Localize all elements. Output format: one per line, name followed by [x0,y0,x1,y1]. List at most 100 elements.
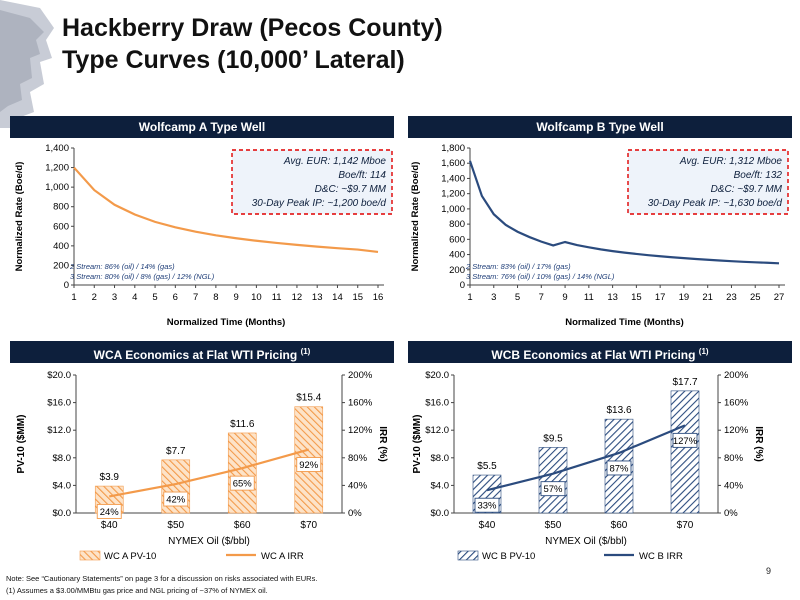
irr-label-box [229,475,255,491]
y2-tick-label: 0% [724,508,738,519]
wcb-type-well-header: Wolfcamp B Type Well [408,116,792,138]
footnote-ref-a: (1) [300,347,311,356]
summary-box-text: 30-Day Peak IP: ~1,200 boe/d [252,198,387,209]
y-tick-label: 200 [53,260,69,271]
wca-type-well-title: Wolfcamp A Type Well [138,120,266,134]
summary-box-text: Avg. EUR: 1,312 Mboe [679,156,783,167]
irr-label: 33% [477,501,497,512]
stream-split-text: 2 Stream: 83% (oil) / 17% (gas) [465,262,571,271]
x-tick-label: 5 [515,292,520,303]
irr-label-box [163,491,189,507]
y2-tick-label: 160% [348,398,373,409]
note-line-2: (1) Assumes a $3.00/MMBtu gas price and … [6,586,268,595]
x-tick-label: 15 [352,292,363,303]
x-tick-label: 1 [467,292,472,303]
irr-label: 65% [233,479,253,490]
summary-box-text: D&C: ~$9.7 MM [711,184,783,195]
y2-tick-label: 200% [724,370,749,381]
y-tick-label: $20.0 [47,370,71,381]
y2-axis-title: IRR (%) [753,426,764,462]
y2-tick-label: 160% [724,398,749,409]
wcb-economics-chart: $0.0 $4.0 $8.0 $12.0 $16.0 $20.0 0% 40% 80% 120% 1… [412,370,764,562]
legend-line-label: WC B IRR [639,551,683,562]
pv10-bar [227,432,257,514]
summary-box-text: 30-Day Peak IP: ~1,630 boe/d [648,198,783,209]
pv10-bar [670,390,700,514]
x-tick-label: 9 [562,292,567,303]
y-tick-label: $0.0 [431,508,450,519]
y-tick-label: 400 [53,241,69,252]
legend-bar-swatch [457,550,479,561]
y2-tick-label: 200% [348,370,373,381]
x-tick-label: 6 [173,292,178,303]
x-tick-label: 3 [491,292,496,303]
x-tick-label: 17 [655,292,666,303]
x-tick-label: $70 [300,520,317,531]
stream-split-text: 3 Stream: 76% (oil) / 10% (gas) / 14% (N… [466,272,615,281]
irr-line [486,424,686,492]
note-line-1: Note: See “Cautionary Statements” on pag… [6,574,318,583]
pv10-bar [538,447,568,514]
x-tick-label: 27 [774,292,785,303]
x-tick-label: 3 [112,292,117,303]
x-tick-label: 11 [584,292,594,303]
x-tick-label: 5 [152,292,157,303]
x-axis-title: Normalized Time (Months) [565,317,684,328]
pv10-bar-label: $3.9 [100,472,120,483]
y-tick-label: 1,400 [441,173,465,184]
irr-label: 24% [100,507,120,518]
y-tick-label: $4.0 [431,480,450,491]
y2-tick-label: 120% [724,425,749,436]
x-tick-label: 19 [679,292,690,303]
wca-econ-title: WCA Economics at Flat WTI Pricing [93,348,298,362]
x-tick-label: $40 [479,520,496,531]
page-title: Hackberry Draw (Pecos County) Type Curve… [62,12,443,76]
wca-type-well-header: Wolfcamp A Type Well [10,116,394,138]
stream-split-text: 3 Stream: 80% (oil) / 8% (gas) / 12% (NG… [70,272,215,281]
y-tick-label: 1,000 [45,182,69,193]
y-tick-label: $12.0 [425,425,449,436]
y2-tick-label: 80% [724,453,744,464]
y2-tick-label: 0% [348,508,362,519]
y-axis-title: Normalized Rate (Boe/d) [410,162,421,272]
y-tick-label: 1,200 [441,189,465,200]
y-tick-label: 0 [64,280,69,291]
x-tick-label: 7 [193,292,198,303]
x-tick-label: 15 [631,292,642,303]
pv10-bar-label: $9.5 [543,433,563,444]
footnote-ref-b: (1) [698,347,709,356]
legend-bar-swatch [79,550,101,561]
irr-label-box [672,432,698,448]
irr-label: 92% [299,460,319,471]
irr-label: 57% [543,484,563,495]
y-tick-label: $20.0 [425,370,449,381]
x-tick-label: 21 [702,292,713,303]
summary-box [627,149,789,215]
y-tick-label: 1,200 [45,163,69,174]
x-axis-title: Normalized Time (Months) [167,317,286,328]
x-tick-label: 23 [726,292,737,303]
y-tick-label: 600 [53,221,69,232]
pv10-bar-label: $5.5 [477,461,497,472]
x-tick-label: 10 [251,292,262,303]
y-tick-label: $0.0 [53,508,72,519]
pv10-bar-label: $7.7 [166,446,186,457]
x-tick-label: $60 [611,520,628,531]
x-tick-label: 9 [233,292,238,303]
type-curve-line [468,160,780,265]
y-axis-title: PV-10 ($MM) [16,415,27,474]
irr-label-box [606,460,632,476]
y-tick-label: $16.0 [425,398,449,409]
x-tick-label: 16 [373,292,384,303]
y-tick-label: 1,400 [45,143,69,154]
y-tick-label: 1,600 [441,158,465,169]
summary-box [231,149,393,215]
summary-box-text: Boe/ft: 132 [734,170,783,181]
y2-tick-label: 120% [348,425,373,436]
y-tick-label: 400 [449,250,465,261]
x-tick-label: 11 [272,292,282,303]
stream-split-text: 2 Stream: 86% (oil) / 14% (gas) [69,262,175,271]
x-tick-label: $60 [234,520,251,531]
irr-label-box [540,481,566,497]
title-line-1: Hackberry Draw (Pecos County) [62,14,443,42]
